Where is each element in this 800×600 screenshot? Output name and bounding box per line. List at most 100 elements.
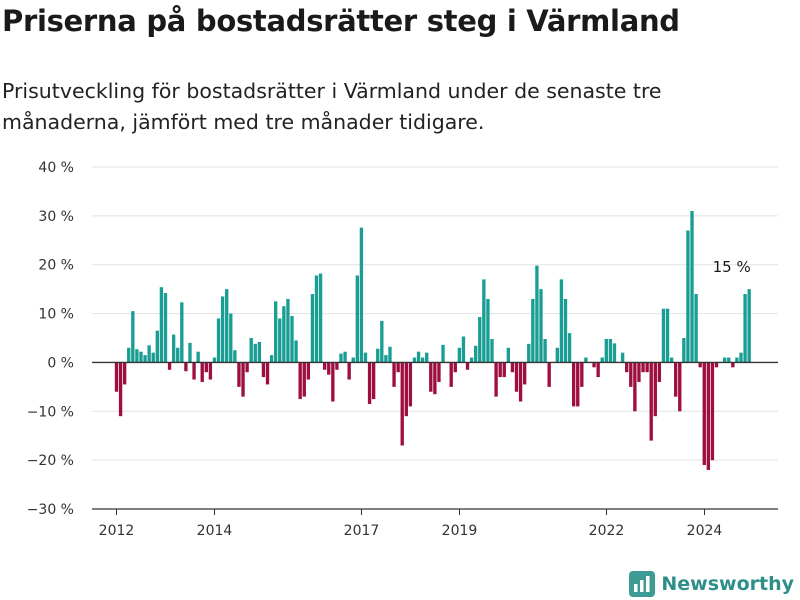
bar (698, 362, 702, 368)
bar (580, 362, 584, 387)
newsworthy-logo-icon (629, 571, 656, 597)
bar (122, 362, 127, 385)
bar (600, 357, 604, 363)
gridlines (92, 166, 778, 510)
bar (474, 345, 478, 363)
bar (220, 296, 225, 363)
x-tick-label: 2012 (99, 523, 135, 539)
bar (286, 298, 290, 363)
bar (608, 338, 613, 363)
bar (518, 362, 523, 402)
bar (682, 338, 686, 363)
bar (714, 362, 719, 368)
bar (669, 357, 674, 363)
bar (404, 362, 408, 417)
bar (139, 351, 143, 363)
bar (461, 336, 466, 363)
brand-name: Newsworthy (661, 573, 794, 595)
bar (233, 350, 237, 363)
bar (143, 355, 147, 363)
bar (727, 357, 731, 363)
axes (92, 361, 778, 515)
bar (151, 352, 155, 363)
bar (200, 362, 204, 382)
bar (625, 362, 629, 373)
bar (531, 298, 535, 363)
bar (412, 357, 417, 363)
y-tick-label: −30 % (27, 502, 74, 518)
bar (739, 352, 743, 363)
bars (114, 210, 751, 470)
bar (494, 362, 498, 397)
bar (731, 362, 735, 368)
bar (547, 362, 551, 387)
bar (216, 318, 221, 363)
bar (661, 308, 666, 363)
x-tick-label: 2019 (442, 523, 478, 539)
bar (208, 362, 213, 380)
bar (490, 338, 494, 363)
bar (486, 298, 490, 363)
bar (118, 362, 123, 417)
bar (237, 362, 241, 387)
y-tick-label: 0 % (47, 355, 74, 371)
y-axis-labels: −30 % −20 % −10 % 0 % 10 % 20 % 30 % 40 % (27, 160, 74, 518)
bar (265, 362, 270, 385)
annotations: 15 % (713, 258, 751, 276)
y-tick-label: −20 % (27, 453, 74, 469)
bar (278, 318, 282, 363)
bar (571, 362, 576, 407)
bar (388, 346, 392, 363)
bar (633, 362, 637, 412)
x-tick-label: 2022 (589, 523, 625, 539)
bar (282, 306, 286, 363)
bar (539, 289, 543, 363)
bar (747, 289, 751, 363)
bar (674, 362, 678, 397)
bar (637, 362, 641, 382)
bar (155, 330, 159, 363)
bar (743, 294, 747, 363)
bar (171, 334, 176, 363)
bar (176, 347, 180, 363)
bar (645, 362, 649, 373)
x-tick-label: 2017 (344, 523, 380, 539)
bar (396, 362, 400, 373)
bar (465, 362, 470, 370)
bar (702, 362, 706, 466)
bar (384, 355, 388, 363)
bar (180, 302, 184, 363)
bar (249, 338, 253, 363)
bar (212, 357, 217, 363)
bar (245, 362, 249, 373)
bar (678, 362, 682, 412)
bar (457, 347, 462, 363)
chart-title: Priserna på bostadsrätter steg i Värmlan… (2, 4, 680, 38)
bar (510, 362, 515, 373)
bar (555, 347, 559, 363)
bar (294, 340, 298, 363)
bar (147, 345, 151, 363)
bar (592, 362, 596, 368)
bar (649, 362, 653, 441)
bar (429, 362, 433, 392)
x-axis-labels: 2012 2014 2017 2019 2022 2024 (99, 523, 723, 539)
bar (225, 289, 229, 363)
bar (710, 362, 715, 461)
bar (127, 347, 131, 363)
bar (257, 341, 262, 363)
bar (192, 362, 196, 380)
bar (196, 351, 200, 363)
bar (527, 343, 531, 363)
bar (596, 362, 600, 378)
bar (367, 362, 372, 404)
bar (339, 353, 343, 363)
bar (612, 343, 617, 363)
bar (204, 362, 208, 373)
bar (482, 279, 486, 363)
bar (241, 362, 245, 397)
bar (498, 362, 502, 378)
bar (327, 362, 331, 375)
bar (576, 362, 580, 407)
bar (441, 344, 445, 363)
